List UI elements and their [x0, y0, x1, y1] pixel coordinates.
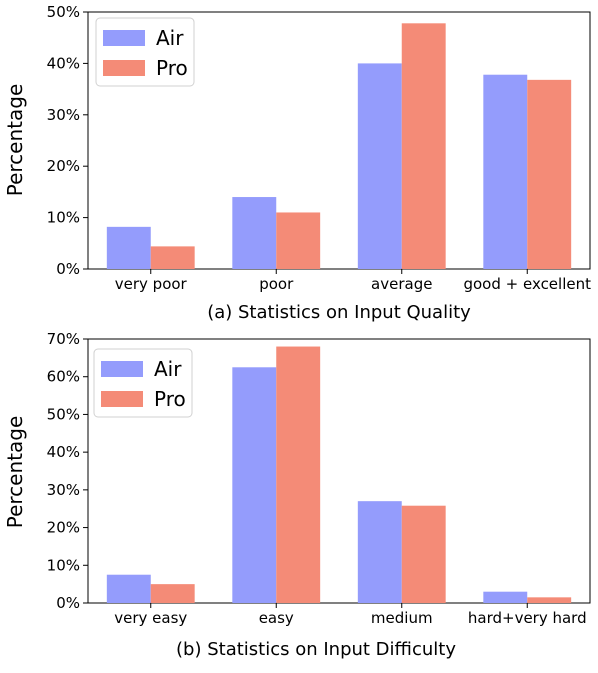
- plot-area-a: [87, 11, 591, 270]
- y-tick-label-a-2: 20%: [47, 157, 80, 175]
- legend-swatch-air-b: [101, 361, 143, 377]
- y-tick-label-b-1: 10%: [47, 556, 80, 574]
- x-tick-label-b-3: hard+very hard: [468, 609, 587, 627]
- bar-air-a-2: [357, 63, 402, 270]
- x-axis-ticks-a: very poor poor average good + excellent: [115, 269, 591, 293]
- bar-pro-b-1: [276, 346, 321, 603]
- bar-pro-b-2: [401, 505, 446, 603]
- bar-air-b-0: [106, 574, 151, 603]
- legend-label-air-a: Air: [156, 26, 184, 50]
- y-tick-label-b-4: 40%: [47, 443, 80, 461]
- x-tick-label-b-1: easy: [259, 609, 294, 627]
- legend-swatch-pro-b: [101, 391, 143, 407]
- legend-label-pro-a: Pro: [156, 56, 188, 80]
- bar-pro-a-0: [150, 246, 195, 269]
- bar-pro-a-3: [527, 79, 572, 269]
- bars-a: [106, 23, 572, 270]
- bar-air-a-1: [232, 197, 277, 269]
- bar-air-b-3: [483, 591, 528, 603]
- legend-a: Air Pro: [95, 17, 195, 87]
- chart-panel-input-quality: 0% 10% 20% 30% 40% 50% very poor poor average go…: [3, 3, 591, 323]
- x-tick-label-b-0: very easy: [114, 609, 187, 627]
- y-tick-label-a-1: 10%: [47, 209, 80, 227]
- x-axis-ticks-b: very easy easy medium hard+very hard: [114, 603, 587, 627]
- y-tick-label-b-6: 60%: [47, 368, 80, 386]
- bar-air-b-2: [357, 501, 402, 603]
- chart-panel-input-difficulty: 0% 10% 20% 30% 40% 50% 60% 70% very easy easy med…: [3, 330, 591, 660]
- bar-pro-a-1: [276, 212, 321, 269]
- legend-b: Air Pro: [93, 348, 193, 418]
- legend-label-pro-b: Pro: [154, 387, 186, 411]
- y-axis-ticks-a: 0% 10% 20% 30% 40% 50%: [47, 3, 88, 278]
- y-axis-label-a: Percentage: [3, 84, 27, 197]
- y-tick-label-a-0: 0%: [56, 260, 80, 278]
- chart-title-a: (a) Statistics on Input Quality: [207, 302, 471, 323]
- y-tick-label-a-4: 40%: [47, 54, 80, 72]
- y-tick-label-a-5: 50%: [47, 3, 80, 21]
- bar-pro-b-0: [150, 584, 195, 603]
- bar-air-b-1: [232, 367, 277, 603]
- y-tick-label-b-3: 30%: [47, 481, 80, 499]
- chart-title-b: (b) Statistics on Input Difficulty: [176, 639, 456, 660]
- y-tick-label-b-0: 0%: [56, 594, 80, 612]
- y-tick-label-a-3: 30%: [47, 106, 80, 124]
- x-tick-label-a-1: poor: [259, 275, 294, 293]
- x-tick-label-a-2: average: [371, 275, 432, 293]
- legend-swatch-air-a: [103, 30, 145, 46]
- y-tick-label-b-2: 20%: [47, 519, 80, 537]
- bar-air-a-0: [106, 226, 151, 269]
- bars-b: [106, 346, 572, 603]
- bar-pro-b-3: [527, 597, 572, 603]
- legend-label-air-b: Air: [154, 357, 182, 381]
- bar-air-a-3: [483, 74, 528, 270]
- bar-pro-a-2: [401, 23, 446, 270]
- x-tick-label-a-3: good + excellent: [463, 275, 591, 293]
- plot-area-b: [87, 338, 591, 604]
- y-axis-ticks-b: 0% 10% 20% 30% 40% 50% 60% 70%: [47, 330, 88, 612]
- y-tick-label-b-7: 70%: [47, 330, 80, 348]
- x-tick-label-b-2: medium: [371, 609, 433, 627]
- y-tick-label-b-5: 50%: [47, 405, 80, 423]
- y-axis-label-b: Percentage: [3, 416, 27, 529]
- legend-swatch-pro-a: [103, 60, 145, 76]
- x-tick-label-a-0: very poor: [115, 275, 188, 293]
